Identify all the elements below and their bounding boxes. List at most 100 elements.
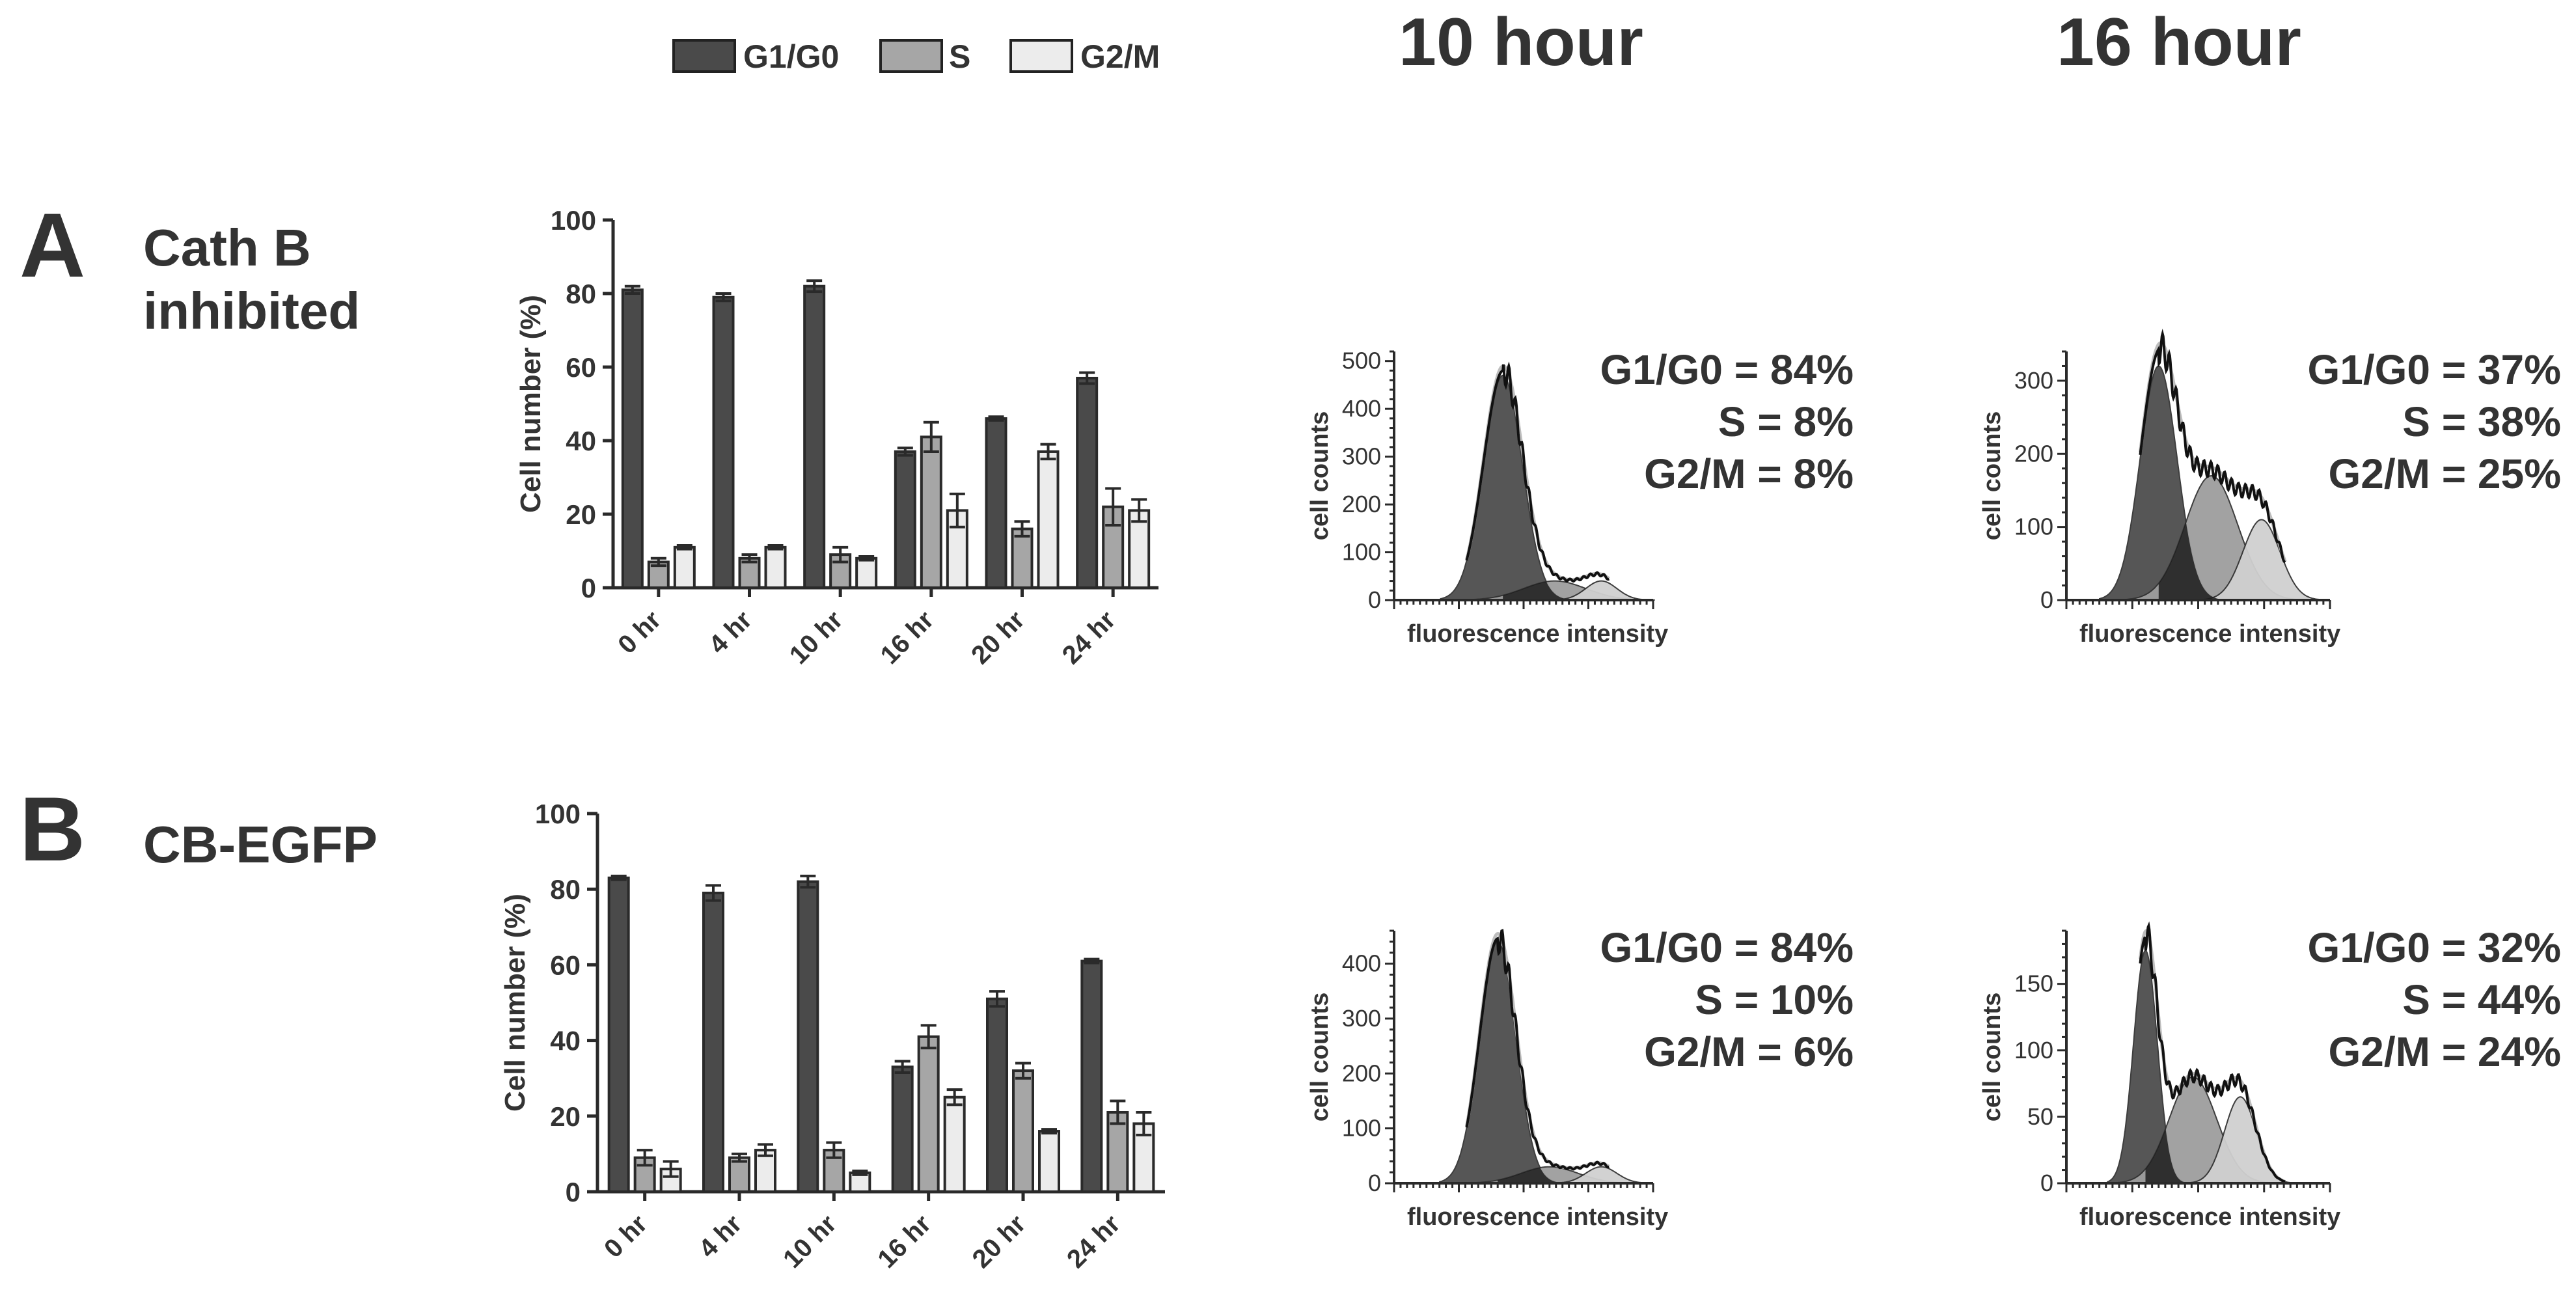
bar-s-20hr (1011, 527, 1034, 589)
peak-g2 (1550, 580, 1652, 601)
peak-overlap (1498, 1168, 1578, 1183)
bar-chart-panel-a: 0 20 40 60 80 100 Cell number (%) 0 hr 4 hr 10 hr… (515, 205, 1158, 670)
y-tick-label: 100 (1342, 1115, 1381, 1142)
bar-g2m-20hr (1038, 1130, 1060, 1194)
bar-g1g0-24hr (1076, 376, 1099, 589)
y-tick-label: 150 (2014, 970, 2053, 997)
x-tick-label: 16 hr (875, 605, 939, 670)
bar-s-20hr (1012, 1069, 1034, 1193)
y-tick-label: 200 (2014, 440, 2053, 467)
y-tick-label: 80 (550, 874, 581, 905)
bar-g1g0-20hr (986, 997, 1008, 1193)
bar-s-4hr (728, 1156, 750, 1193)
x-axis-label: fluorescence intensity (1407, 620, 1668, 648)
y-tick-label: 100 (551, 205, 596, 236)
y-tick-label: 400 (1342, 395, 1381, 422)
x-tick-label: 20 hr (967, 1209, 1032, 1274)
data-line (2139, 921, 2286, 1183)
x-tick-label: 4 hr (693, 1209, 747, 1263)
y-tick-label: 300 (1342, 443, 1381, 470)
peak-overlap (1503, 581, 1586, 600)
bar-g1g0-10hr (797, 880, 819, 1193)
y-axis-label: cell counts (1306, 411, 1334, 541)
bar-g1g0-16hr (891, 1065, 914, 1194)
y-tick-label: 300 (1342, 1005, 1381, 1032)
x-tick-label: 16 hr (872, 1209, 937, 1274)
y-tick-label: 60 (550, 950, 581, 980)
histogram-a-16-hour: 0 100 200 300 cell counts fluorescence intens… (1979, 329, 2562, 648)
panel-a-title-line-1: Cath B (143, 219, 311, 277)
bar-g1g0-16hr (894, 450, 916, 590)
data-line (2139, 329, 2286, 564)
legend-swatch-g2m (1009, 39, 1073, 73)
phase-annotation: S = 8% (1718, 398, 1854, 445)
y-tick-label: 20 (550, 1101, 581, 1132)
phase-annotation: G1/G0 = 84% (1600, 346, 1854, 393)
bar-g2m-10hr (855, 556, 878, 589)
y-tick-label: 0 (566, 1177, 581, 1207)
bar-g1g0-0hr (621, 288, 644, 589)
x-tick-label: 0 hr (599, 1209, 653, 1263)
histogram-b-16-hour: 0 50 100 150 cell counts fluorescence intensi… (1979, 921, 2561, 1231)
column-title-16-hour: 16 hour (2057, 5, 2301, 80)
y-tick-label: 100 (535, 799, 581, 829)
y-axis-label: Cell number (%) (499, 894, 531, 1112)
bar-s-24hr (1106, 1110, 1129, 1193)
data-line (1465, 928, 1610, 1171)
y-tick-label: 0 (1368, 586, 1381, 613)
x-axis-label: fluorescence intensity (2079, 1203, 2340, 1231)
y-tick-label: 0 (581, 573, 596, 603)
y-tick-label: 40 (550, 1026, 581, 1056)
y-axis-label: cell counts (1979, 411, 2006, 541)
y-axis-label: cell counts (1306, 993, 1334, 1122)
bar-chart-panel-b: 0 20 40 60 80 100 Cell number (%) 0 hr 4 hr 10 hr… (499, 799, 1165, 1274)
phase-annotation: G1/G0 = 32% (2307, 924, 2561, 971)
phase-annotation: G2/M = 6% (1644, 1028, 1854, 1075)
y-tick-label: 60 (566, 352, 596, 383)
y-tick-label: 200 (1342, 1060, 1381, 1086)
bar-s-16hr (920, 435, 942, 589)
panel-a-title-line-2: inhibited (143, 282, 360, 340)
bar-g1g0-0hr (607, 876, 630, 1194)
peak-g2 (2201, 519, 2322, 601)
y-tick-label: 80 (566, 279, 596, 309)
phase-annotation: G2/M = 25% (2329, 450, 2562, 497)
phase-annotation: G2/M = 8% (1644, 450, 1854, 497)
legend: G1/G0 S G2/M (672, 38, 1160, 75)
bar-g1g0-4hr (712, 295, 735, 589)
y-tick-label: 50 (2027, 1103, 2053, 1130)
phase-annotation: G1/G0 = 84% (1600, 924, 1854, 971)
phase-annotation: S = 38% (2402, 398, 2561, 445)
column-title-10-hour: 10 hour (1399, 5, 1643, 80)
y-tick-label: 100 (2014, 514, 2053, 540)
y-tick-label: 200 (1342, 491, 1381, 517)
y-tick-label: 100 (1342, 539, 1381, 566)
y-tick-label: 0 (2040, 1170, 2053, 1196)
x-axis-label: fluorescence intensity (2079, 620, 2340, 648)
x-axis-label: fluorescence intensity (1407, 1203, 1668, 1231)
bar-g2m-20hr (1037, 450, 1060, 590)
legend-swatch-s (879, 39, 943, 73)
phase-annotation: S = 10% (1695, 976, 1854, 1023)
data-line (1465, 361, 1610, 583)
x-tick-label: 10 hr (784, 605, 849, 670)
y-tick-label: 20 (566, 499, 596, 530)
bar-g1g0-4hr (702, 892, 724, 1193)
x-tick-label: 24 hr (1062, 1209, 1126, 1274)
y-tick-label: 0 (2040, 586, 2053, 613)
bar-g1g0-20hr (985, 417, 1007, 589)
legend-label-g2m: G2/M (1080, 38, 1160, 75)
legend-label-g1: G1/G0 (743, 38, 839, 75)
panel-letter-a: A (20, 194, 85, 296)
phase-annotation: S = 44% (2402, 976, 2561, 1023)
y-tick-label: 40 (566, 426, 596, 456)
x-tick-label: 4 hr (704, 605, 758, 659)
legend-label-s: S (949, 38, 970, 75)
y-tick-label: 100 (2014, 1037, 2053, 1064)
peak-g2 (1550, 1166, 1652, 1184)
x-tick-label: 0 hr (612, 605, 666, 659)
bar-g1g0-24hr (1080, 959, 1103, 1193)
y-axis-label: cell counts (1979, 993, 2006, 1122)
peak-overlap (2158, 522, 2238, 600)
